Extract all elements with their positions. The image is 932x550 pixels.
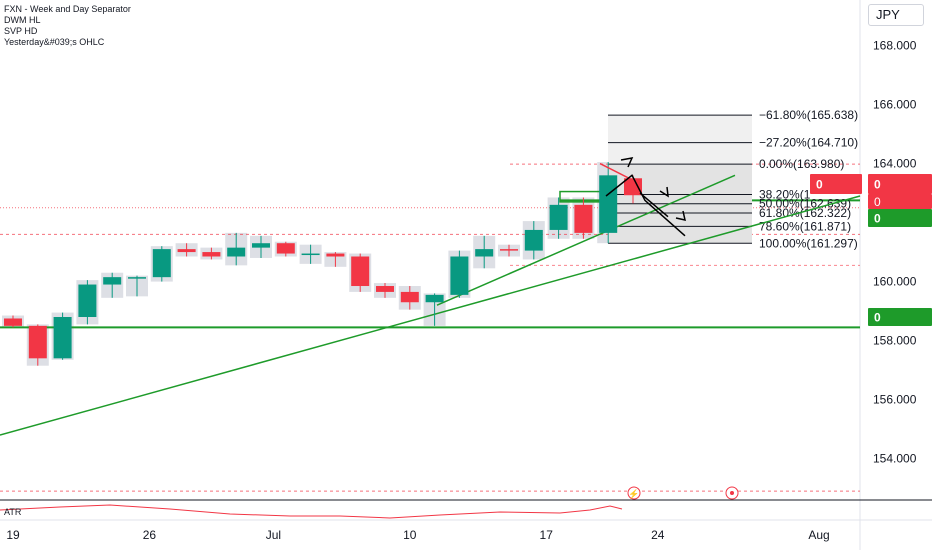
y-tick-label: 156.000 xyxy=(873,393,917,407)
candle-bearish[interactable] xyxy=(574,204,593,233)
y-tick-label: 160.000 xyxy=(873,275,917,289)
candle-bearish[interactable] xyxy=(4,318,22,326)
fib-level-label: −61.80%(165.638) xyxy=(759,108,858,122)
x-tick-label: Aug xyxy=(808,528,829,542)
candle-bearish[interactable] xyxy=(177,249,196,253)
candle-bullish[interactable] xyxy=(549,204,568,230)
candle-bearish[interactable] xyxy=(351,256,370,287)
countdown-tag-bg xyxy=(868,194,932,209)
y-tick-label: 164.000 xyxy=(873,157,917,171)
fib-level-label: 0.00%(163.980) xyxy=(759,157,844,171)
candle-bullish[interactable] xyxy=(227,247,246,257)
arrow-head xyxy=(675,210,686,221)
projection-arrow-path xyxy=(605,174,686,237)
candle-bearish[interactable] xyxy=(500,249,518,251)
candle-bullish[interactable] xyxy=(301,253,320,256)
price-tag-bg xyxy=(868,174,932,194)
fib-level-label: −27.20%(164.710) xyxy=(759,136,858,150)
projection-arrow-mid xyxy=(639,192,669,218)
x-tick-label: 24 xyxy=(651,528,665,542)
arrow-head-up xyxy=(620,157,634,168)
trendline-short xyxy=(436,174,736,306)
projection-line xyxy=(599,162,633,181)
target-dot xyxy=(730,491,734,495)
fib-level-label: 78.60%(161.871) xyxy=(759,219,851,233)
x-tick-label: 26 xyxy=(143,528,157,542)
level-tag-2: 0 xyxy=(874,311,881,325)
y-tick-label: 154.000 xyxy=(873,452,917,466)
fib-level-label: 100.00%(161.297) xyxy=(759,236,858,250)
fib-level-label: 50.00%(162.639) xyxy=(759,197,851,211)
indicator-label-3[interactable]: SVP HD xyxy=(4,26,38,36)
symbol-tag-bg xyxy=(810,174,862,194)
atr-pane-label: ATR xyxy=(4,507,22,517)
candle-bearish[interactable] xyxy=(624,178,642,196)
atr-line xyxy=(0,504,623,519)
candle-bullish[interactable] xyxy=(152,249,171,278)
candle-bullish[interactable] xyxy=(78,284,97,318)
indicator-label-4[interactable]: Yesterday&#039;s OHLC xyxy=(4,37,105,47)
candle-bullish[interactable] xyxy=(450,256,469,295)
symbol-tag: 0 xyxy=(816,178,823,192)
trendline-long xyxy=(0,195,861,436)
candle-bullish[interactable] xyxy=(53,317,72,359)
y-tick-label: 158.000 xyxy=(873,334,917,348)
arrow-head-mid xyxy=(659,186,669,198)
candle-bullish[interactable] xyxy=(103,277,122,285)
x-tick-label: 17 xyxy=(540,528,554,542)
price-tag: 0 xyxy=(874,178,881,192)
fib-level-label: 38.20%(1 xyxy=(759,188,811,202)
candle-bullish[interactable] xyxy=(128,277,146,279)
candle-bearish[interactable] xyxy=(326,253,345,257)
candle-bearish[interactable] xyxy=(276,243,295,254)
candle-bullish[interactable] xyxy=(425,294,444,303)
fib-level-label: 61.80%(162.322) xyxy=(759,206,851,220)
x-tick-label: 10 xyxy=(403,528,417,542)
candle-bullish[interactable] xyxy=(524,229,543,251)
indicator-label-2[interactable]: DWM HL xyxy=(4,15,41,25)
lightning-event-icon[interactable] xyxy=(627,486,641,500)
candle-bullish[interactable] xyxy=(599,175,618,233)
candle-bearish[interactable] xyxy=(400,291,419,303)
level-tag-2-bg xyxy=(868,308,932,326)
candle-bullish[interactable] xyxy=(475,249,494,257)
y-tick-label: 166.000 xyxy=(873,97,917,111)
candle-bullish[interactable] xyxy=(252,243,270,248)
level-tag-1-bg xyxy=(868,209,932,227)
x-tick-label: 19 xyxy=(6,528,20,542)
countdown-tag: 0 xyxy=(874,195,881,209)
level-tag-1: 0 xyxy=(874,212,881,226)
y-tick-label: 168.000 xyxy=(873,38,917,52)
fib-upper-zone xyxy=(608,115,752,165)
candle-bearish[interactable] xyxy=(202,252,221,257)
candle-bearish[interactable] xyxy=(28,325,47,359)
candle-bearish[interactable] xyxy=(376,286,394,292)
x-tick-label: Jul xyxy=(266,528,281,542)
indicator-label-1[interactable]: FXN - Week and Day Separator xyxy=(4,4,131,14)
lightning-glyph: ⚡ xyxy=(628,488,639,500)
currency-selector[interactable]: JPY xyxy=(868,4,924,26)
